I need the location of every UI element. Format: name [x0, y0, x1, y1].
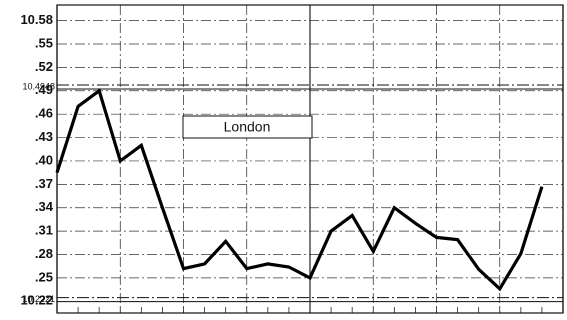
y-tick-label: .43 — [35, 129, 53, 144]
y-tick-label: .40 — [35, 152, 53, 167]
y-tick-label: .55 — [35, 35, 53, 50]
y-tick-label: .49 — [35, 82, 53, 97]
annotation-box — [182, 115, 313, 139]
y-tick-label: .37 — [35, 176, 53, 191]
data-line — [55, 88, 544, 292]
y-tick-label: .34 — [35, 199, 54, 214]
y-tick-label: .25 — [35, 269, 53, 284]
y-tick-label: 10.22 — [20, 293, 53, 308]
y-tick-label: .31 — [35, 223, 53, 238]
y-tick-label: .46 — [35, 106, 53, 121]
annotation: London — [224, 119, 271, 135]
plot-frame — [56, 4, 564, 314]
y-tick-label: 10.2221 — [22, 294, 55, 304]
y-tick-label: .52 — [35, 59, 53, 74]
y-tick-label: 10.4948 — [22, 81, 55, 91]
y-tick-label: .28 — [35, 246, 53, 261]
y-tick-label: 10.58 — [20, 12, 53, 27]
